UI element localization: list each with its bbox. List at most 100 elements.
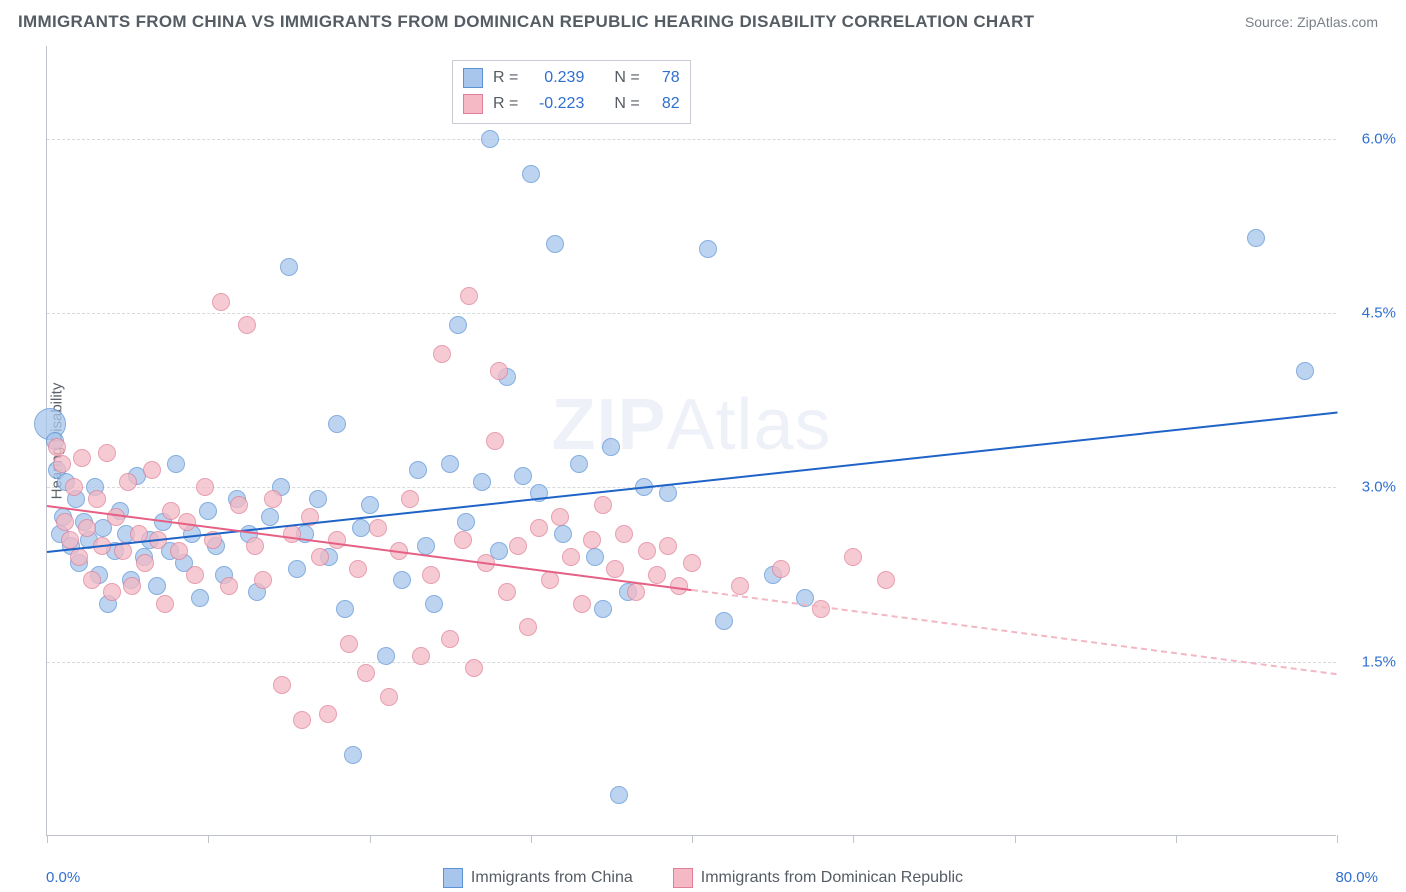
data-point (311, 548, 329, 566)
data-point (602, 438, 620, 456)
data-point (199, 502, 217, 520)
r-label: R = (493, 69, 518, 87)
series-swatch (463, 68, 483, 88)
data-point (659, 537, 677, 555)
series-swatch (673, 868, 693, 888)
data-point (877, 571, 895, 589)
gridline (47, 487, 1336, 488)
gridline (47, 139, 1336, 140)
data-point (283, 525, 301, 543)
data-point (261, 508, 279, 526)
data-point (457, 513, 475, 531)
data-point (88, 490, 106, 508)
data-point (486, 432, 504, 450)
y-tick-label: 4.5% (1346, 305, 1396, 322)
data-point (772, 560, 790, 578)
data-point (554, 525, 572, 543)
data-point (409, 461, 427, 479)
x-tick (208, 835, 209, 843)
x-tick (370, 835, 371, 843)
data-point (53, 455, 71, 473)
data-point (78, 519, 96, 537)
data-point (844, 548, 862, 566)
data-point (212, 293, 230, 311)
data-point (731, 577, 749, 595)
r-label: R = (493, 95, 518, 113)
data-point (715, 612, 733, 630)
data-point (230, 496, 248, 514)
data-point (340, 635, 358, 653)
data-point (167, 455, 185, 473)
source-label: Source: ZipAtlas.com (1245, 14, 1378, 30)
series-swatch (443, 868, 463, 888)
data-point (683, 554, 701, 572)
data-point (238, 316, 256, 334)
data-point (361, 496, 379, 514)
data-point (162, 502, 180, 520)
data-point (546, 235, 564, 253)
data-point (1296, 362, 1314, 380)
data-point (293, 711, 311, 729)
data-point (594, 496, 612, 514)
data-point (65, 478, 83, 496)
data-point (1247, 229, 1265, 247)
data-point (196, 478, 214, 496)
data-point (648, 566, 666, 584)
data-point (98, 444, 116, 462)
n-label: N = (614, 69, 639, 87)
data-point (454, 531, 472, 549)
data-point (61, 531, 79, 549)
data-point (156, 595, 174, 613)
data-point (425, 595, 443, 613)
series-swatch (463, 94, 483, 114)
x-tick (1337, 835, 1338, 843)
data-point (812, 600, 830, 618)
data-point (422, 566, 440, 584)
data-point (441, 455, 459, 473)
x-tick (531, 835, 532, 843)
x-tick (47, 835, 48, 843)
data-point (136, 554, 154, 572)
stats-row: R =-0.223N =82 (463, 91, 680, 117)
data-point (319, 705, 337, 723)
data-point (254, 571, 272, 589)
data-point (83, 571, 101, 589)
data-point (401, 490, 419, 508)
r-value: -0.223 (528, 95, 584, 113)
data-point (191, 589, 209, 607)
data-point (627, 583, 645, 601)
data-point (606, 560, 624, 578)
data-point (449, 316, 467, 334)
data-point (393, 571, 411, 589)
data-point (638, 542, 656, 560)
data-point (586, 548, 604, 566)
data-point (460, 287, 478, 305)
data-point (349, 560, 367, 578)
gridline (47, 662, 1336, 663)
x-tick (692, 835, 693, 843)
data-point (273, 676, 291, 694)
data-point (328, 415, 346, 433)
n-label: N = (614, 95, 639, 113)
data-point (246, 537, 264, 555)
data-point (659, 484, 677, 502)
chart-title: IMMIGRANTS FROM CHINA VS IMMIGRANTS FROM… (18, 12, 1034, 32)
plot-area: Hearing Disability ZIPAtlas 1.5%3.0%4.5%… (46, 46, 1336, 836)
data-point (119, 473, 137, 491)
watermark: ZIPAtlas (551, 384, 831, 466)
data-point (70, 548, 88, 566)
data-point (610, 786, 628, 804)
data-point (473, 473, 491, 491)
data-point (264, 490, 282, 508)
data-point (170, 542, 188, 560)
data-point (583, 531, 601, 549)
x-tick (1176, 835, 1177, 843)
data-point (186, 566, 204, 584)
data-point (344, 746, 362, 764)
data-point (573, 595, 591, 613)
data-point (369, 519, 387, 537)
data-point (280, 258, 298, 276)
data-point (73, 449, 91, 467)
data-point (541, 571, 559, 589)
data-point (380, 688, 398, 706)
